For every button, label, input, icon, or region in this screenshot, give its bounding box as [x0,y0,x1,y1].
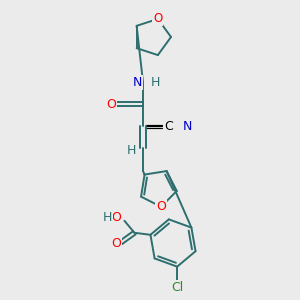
Text: H: H [103,211,112,224]
Text: O: O [106,98,116,110]
Text: N: N [183,119,192,133]
Text: O: O [112,211,122,224]
Text: O: O [153,12,163,26]
Text: H: H [126,143,136,157]
Text: H: H [151,76,160,88]
Text: Cl: Cl [171,281,183,294]
Text: O: O [156,200,166,213]
Text: N: N [133,76,142,88]
Text: C: C [164,119,173,133]
Text: O: O [112,237,122,250]
